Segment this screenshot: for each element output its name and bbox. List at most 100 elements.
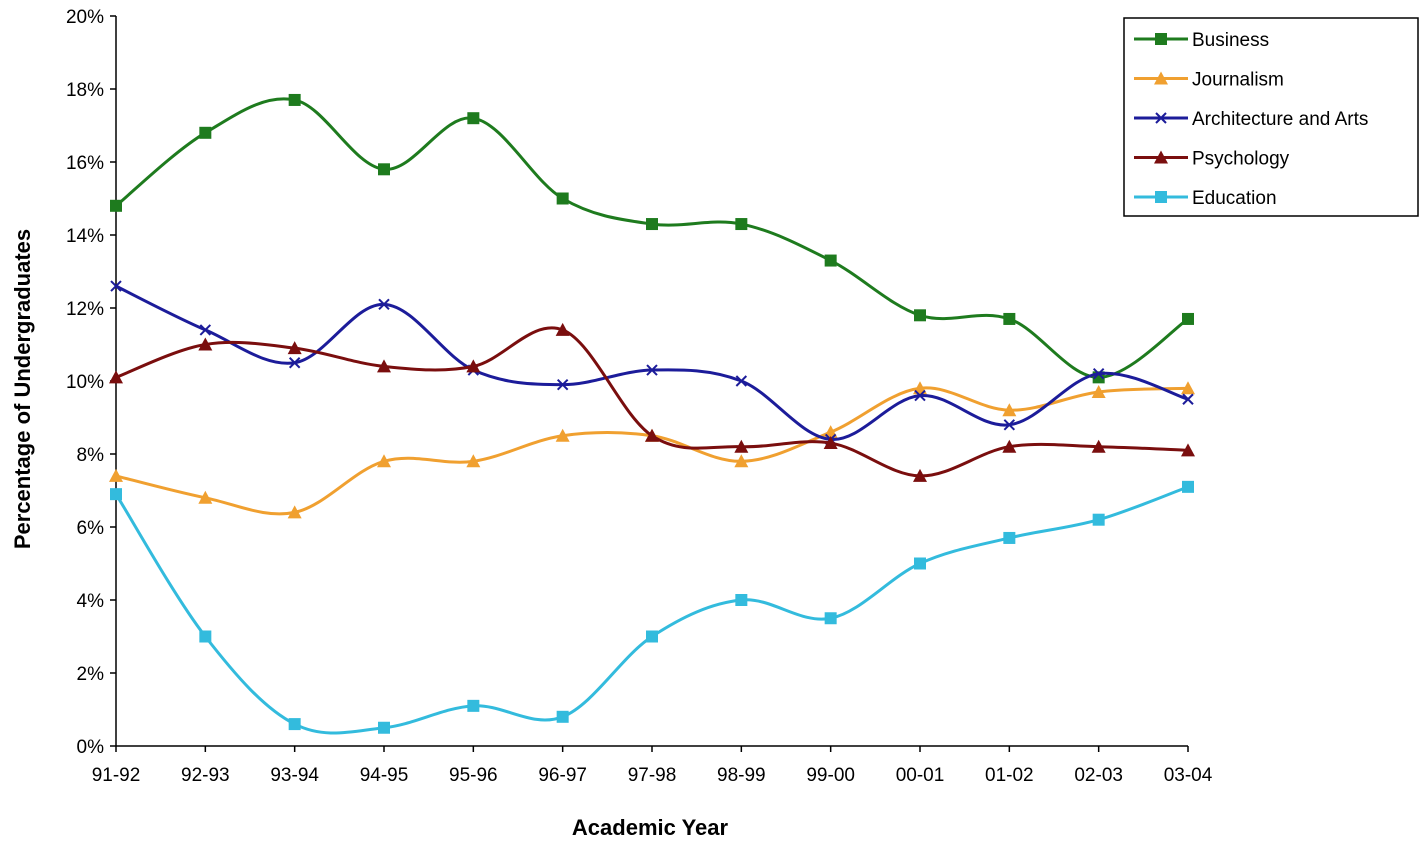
legend-item-business: Business	[1134, 30, 1269, 51]
series-line-journalism	[115, 386, 1189, 516]
data-point-education	[1003, 531, 1016, 544]
data-point-journalism	[377, 454, 391, 468]
series-architecture-and-arts	[110, 280, 1194, 446]
data-point-psychology	[1091, 439, 1106, 453]
x-tick-label: 93-94	[270, 765, 319, 786]
data-point-psychology	[555, 322, 570, 336]
x-tick-label: 03-04	[1164, 765, 1213, 786]
x-tick-label: 91-92	[92, 765, 141, 786]
legend-label: Psychology	[1192, 149, 1290, 170]
data-point-journalism	[198, 490, 213, 504]
y-tick-label: 10%	[66, 372, 104, 393]
data-point-psychology	[823, 436, 838, 450]
legend-marker	[1155, 112, 1167, 124]
data-point-business	[288, 93, 301, 106]
data-point-journalism	[555, 428, 570, 442]
legend-marker	[1155, 33, 1167, 45]
data-point-education	[199, 630, 212, 643]
legend-marker	[1154, 150, 1168, 164]
legend-label: Journalism	[1192, 70, 1284, 91]
x-tick-label: 96-97	[538, 765, 587, 786]
axes: 0% 2% 4% 6% 8% 10% 12% 14% 16% 18% 20% 91-92 92-93 93…	[66, 7, 1213, 786]
data-point-education	[1092, 513, 1105, 526]
legend-item-architecture-and-arts: Architecture and Arts	[1134, 109, 1368, 130]
data-point-architecture-and-arts	[1092, 367, 1105, 380]
y-tick-label: 4%	[77, 591, 105, 612]
data-point-education	[288, 718, 301, 731]
data-point-business	[735, 218, 748, 231]
legend-label: Architecture and Arts	[1192, 109, 1368, 130]
data-point-education	[914, 557, 926, 570]
data-point-education	[467, 699, 480, 712]
data-point-education	[378, 721, 390, 734]
data-point-journalism	[287, 505, 302, 519]
series-education	[110, 480, 1194, 735]
legend-item-psychology: Psychology	[1134, 149, 1290, 170]
legend-label: Business	[1192, 30, 1269, 51]
data-point-journalism	[466, 454, 481, 468]
data-point-psychology	[377, 359, 391, 373]
data-point-psychology	[198, 337, 213, 351]
legend-item-education: Education	[1134, 188, 1277, 209]
data-point-education	[824, 612, 837, 625]
x-tick-label: 94-95	[360, 765, 409, 786]
x-tick-label: 01-02	[985, 765, 1034, 786]
x-tick-label: 02-03	[1074, 765, 1123, 786]
data-point-architecture-and-arts	[110, 280, 122, 292]
legend-item-journalism: Journalism	[1134, 70, 1284, 91]
data-point-education	[1182, 480, 1194, 493]
series-psychology	[109, 322, 1195, 482]
data-point-business	[467, 112, 480, 125]
data-point-business	[556, 192, 569, 205]
data-point-education	[110, 488, 122, 501]
data-point-business	[646, 218, 658, 231]
x-tick-label: 99-00	[806, 765, 855, 786]
data-point-psychology	[287, 341, 302, 355]
data-point-journalism	[1181, 381, 1195, 395]
data-point-business	[110, 199, 122, 212]
data-point-psychology	[913, 468, 927, 482]
data-point-education	[556, 710, 569, 723]
data-point-business	[914, 309, 926, 322]
y-tick-label: 20%	[66, 7, 104, 28]
legend: Business Journalism Architecture and Arts P…	[1123, 17, 1419, 217]
y-tick-label: 8%	[77, 445, 105, 466]
data-point-psychology	[109, 370, 123, 384]
x-axis-title: Academic Year	[572, 815, 729, 840]
data-point-journalism	[734, 454, 749, 468]
legend-label: Education	[1192, 188, 1277, 209]
legend-marker	[1155, 191, 1167, 203]
data-point-education	[735, 594, 748, 606]
series-line-psychology	[115, 326, 1189, 478]
y-tick-label: 14%	[66, 226, 104, 247]
data-point-architecture-and-arts	[378, 298, 390, 311]
series-journalism	[109, 381, 1195, 519]
data-point-journalism	[109, 468, 123, 482]
data-point-architecture-and-arts	[556, 378, 569, 391]
data-point-business	[1003, 312, 1016, 325]
y-tick-label: 6%	[77, 518, 105, 539]
data-point-psychology	[1002, 439, 1017, 453]
data-point-education	[646, 630, 658, 643]
data-point-psychology	[466, 359, 481, 373]
y-tick-label: 2%	[77, 664, 105, 685]
data-point-architecture-and-arts	[914, 389, 926, 402]
y-axis-title: Percentage of Undergraduates	[10, 229, 35, 549]
x-tick-label: 95-96	[449, 765, 498, 786]
data-point-psychology	[1181, 443, 1195, 457]
data-point-architecture-and-arts	[646, 364, 658, 376]
series-line-architecture-and-arts	[115, 284, 1189, 441]
y-tick-label: 16%	[66, 153, 104, 174]
data-point-architecture-and-arts	[199, 324, 212, 336]
data-point-psychology	[645, 428, 659, 442]
data-point-architecture-and-arts	[1003, 419, 1016, 431]
data-point-psychology	[734, 439, 749, 453]
data-point-journalism	[1002, 403, 1017, 417]
data-point-architecture-and-arts	[1182, 393, 1194, 405]
legend-marker	[1154, 71, 1168, 85]
x-tick-label: 97-98	[628, 765, 677, 786]
x-tick-label: 98-99	[717, 765, 766, 786]
data-point-architecture-and-arts	[735, 375, 748, 387]
data-point-business	[378, 163, 390, 176]
series-line-business	[115, 97, 1189, 379]
